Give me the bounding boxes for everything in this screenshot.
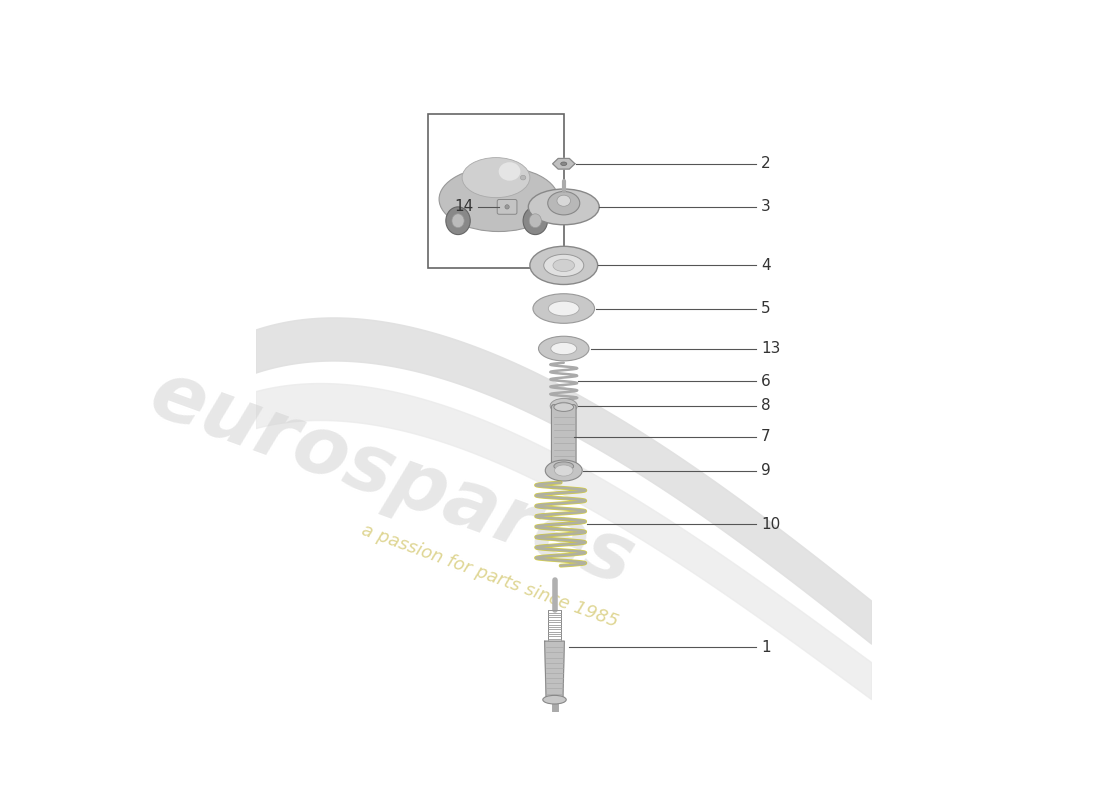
Polygon shape [544,641,564,700]
Bar [428,114,563,269]
Text: 14: 14 [454,199,473,214]
Text: 3: 3 [761,199,771,214]
Ellipse shape [557,195,571,206]
Ellipse shape [524,207,548,234]
Text: 10: 10 [761,517,780,532]
Text: 7: 7 [761,429,770,444]
Ellipse shape [561,162,566,166]
Text: 6: 6 [761,374,771,389]
Ellipse shape [543,254,584,277]
Ellipse shape [546,460,582,481]
Polygon shape [255,318,871,644]
Ellipse shape [534,294,594,323]
Ellipse shape [548,191,580,215]
Ellipse shape [520,175,526,180]
Text: 13: 13 [761,341,780,356]
Ellipse shape [542,695,566,704]
Text: 1: 1 [761,640,770,655]
Text: 9: 9 [761,463,771,478]
Ellipse shape [554,462,573,470]
Ellipse shape [439,167,559,231]
Ellipse shape [539,336,588,361]
Ellipse shape [548,301,579,316]
Ellipse shape [554,465,573,476]
Ellipse shape [452,214,464,228]
Ellipse shape [557,402,571,410]
Text: 4: 4 [761,258,770,273]
FancyBboxPatch shape [551,405,576,469]
Ellipse shape [529,214,541,228]
Ellipse shape [498,162,520,181]
Polygon shape [255,383,871,700]
Ellipse shape [505,205,509,209]
Ellipse shape [530,246,597,285]
Text: 2: 2 [761,156,770,171]
Ellipse shape [462,158,530,198]
Ellipse shape [554,402,573,411]
Ellipse shape [528,189,600,225]
FancyBboxPatch shape [497,199,517,214]
Text: a passion for parts since 1985: a passion for parts since 1985 [359,522,620,631]
Text: eurospares: eurospares [139,354,644,602]
Ellipse shape [446,207,470,234]
Ellipse shape [550,398,578,414]
Ellipse shape [553,259,574,271]
Ellipse shape [551,342,576,354]
Polygon shape [552,158,575,169]
Text: 8: 8 [761,398,770,414]
Text: 5: 5 [761,301,770,316]
